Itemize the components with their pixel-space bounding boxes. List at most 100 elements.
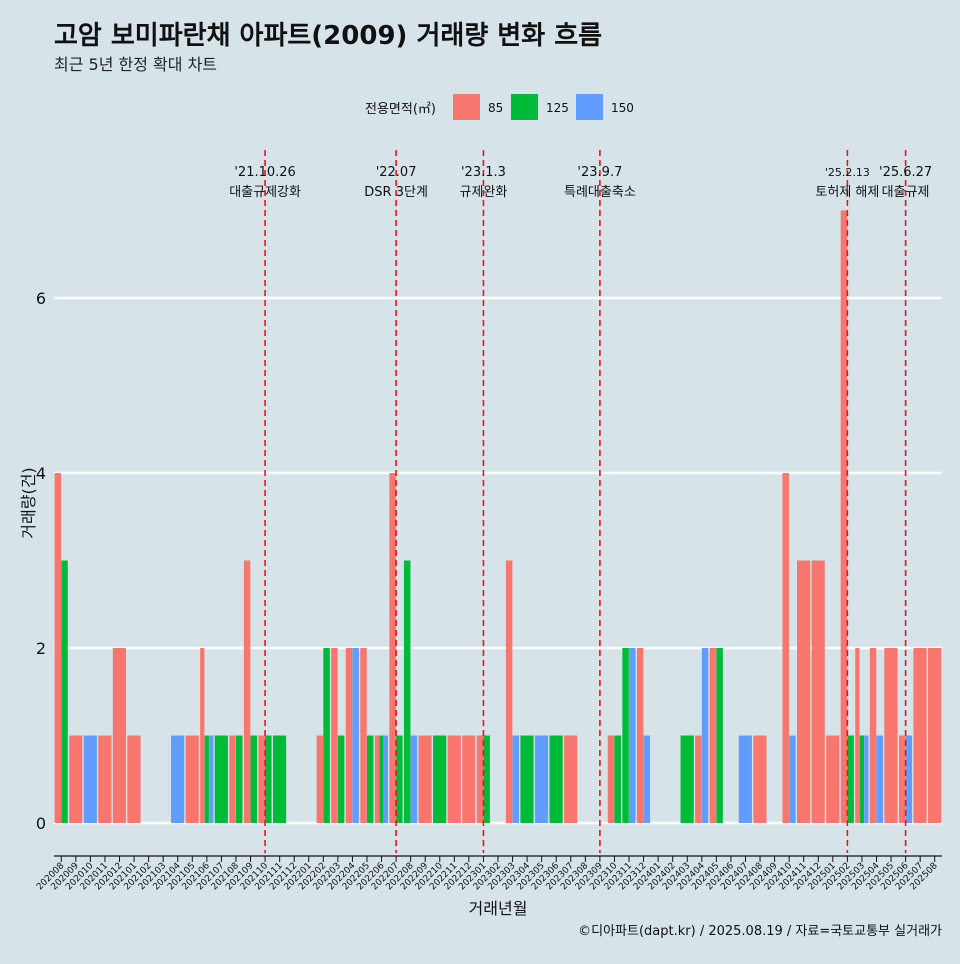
legend-label-125: 125	[546, 101, 569, 115]
bar-202109-125	[250, 735, 258, 823]
bar-202106-125	[204, 735, 209, 823]
bar-202307-85	[564, 735, 578, 823]
bar-202108-125	[235, 735, 243, 823]
event-date-1: '22.07	[376, 165, 417, 180]
bar-202012-85	[112, 648, 127, 823]
bar-202010-150	[83, 735, 97, 823]
bar-202211-85	[447, 735, 461, 823]
bar-202008-85	[54, 473, 62, 823]
bar-202404-85	[695, 735, 702, 823]
chart-title: 고암 보미파란채 아파트(2009) 거래량 변화 흐름	[54, 21, 602, 51]
bar-202502-85	[840, 210, 848, 823]
bar-202506-150	[905, 735, 913, 823]
bar-202203-125	[337, 735, 345, 823]
y-tick-label: 0	[36, 814, 46, 833]
event-label-0: 대출규제강화	[229, 185, 301, 200]
bar-202101-85	[127, 735, 141, 823]
bar-202210-125	[433, 735, 447, 823]
x-axis: 2020082020092020102020112020122021012021…	[35, 855, 942, 892]
bar-202410-85	[782, 473, 789, 823]
bar-202111-125	[272, 735, 287, 823]
bar-202503-125	[859, 735, 864, 823]
bar-202311-150	[629, 648, 636, 823]
bar-202405-85	[709, 648, 717, 823]
y-tick-label: 6	[36, 289, 46, 308]
event-date-4: '25.2.13	[825, 166, 870, 179]
bar-202106-150	[209, 735, 214, 823]
bar-202207-125	[396, 735, 403, 823]
bar-202107-125	[214, 735, 228, 823]
bar-202202-85	[316, 735, 324, 823]
bar-202106-85	[200, 648, 205, 823]
bar-202407-150	[738, 735, 752, 823]
bar-202104-150	[171, 735, 185, 823]
bar-202109-85	[243, 560, 251, 823]
bar-202105-85	[185, 735, 199, 823]
bar-202405-125	[716, 648, 723, 823]
y-axis-label: 거래량(건)	[19, 467, 38, 538]
bar-202504-85	[869, 648, 877, 823]
legend-title: 전용면적(㎡)	[365, 102, 436, 117]
x-axis-label: 거래년월	[469, 899, 528, 918]
legend-swatch-85	[453, 94, 480, 120]
bar-202203-85	[331, 648, 338, 823]
y-tick-label: 2	[36, 639, 46, 658]
bar-202301-125	[483, 735, 490, 823]
bar-202412-85	[811, 560, 825, 823]
bar-202305-150	[534, 735, 549, 823]
bar-202306-125	[549, 735, 563, 823]
bar-202202-125	[323, 648, 330, 823]
event-label-1: DSR 3단계	[364, 185, 428, 200]
bar-202009-85	[69, 735, 83, 823]
bars	[54, 210, 942, 823]
legend: 전용면적(㎡) 85 125 150	[365, 94, 634, 120]
bar-202508-85	[928, 648, 942, 823]
bar-202204-150	[352, 648, 359, 823]
legend-label-150: 150	[611, 101, 634, 115]
event-date-0: '21.10.26	[234, 165, 295, 180]
legend-label-85: 85	[488, 101, 503, 115]
bar-202008-125	[61, 560, 68, 823]
bar-202507-85	[913, 648, 927, 823]
bar-202505-85	[884, 648, 898, 823]
bar-202410-150	[789, 735, 796, 823]
bar-202212-85	[462, 735, 476, 823]
event-date-5: '25.6.27	[879, 165, 932, 180]
bar-202206-150	[383, 735, 389, 823]
bar-202504-150	[876, 735, 883, 823]
bar-202207-85	[389, 473, 396, 823]
event-markers: '21.10.26 대출규제강화 '22.07 DSR 3단계 '23.1.3 규제완화 '…	[229, 150, 932, 853]
bar-202205-85	[360, 648, 367, 823]
bar-202310-125	[614, 735, 621, 823]
bar-202404-150	[701, 648, 709, 823]
event-label-2: 규제완화	[460, 185, 508, 200]
chart-caption: ©디아파트(dapt.kr) / 2025.08.19 / 자료=국토교통부 실…	[578, 924, 942, 939]
y-axis-ticks: 0 2 4 6	[36, 289, 46, 833]
bar-202312-85	[636, 648, 644, 823]
legend-swatch-150	[576, 94, 603, 120]
bar-202304-125	[520, 735, 534, 823]
event-label-5: 대출규제	[882, 185, 930, 200]
bar-202411-85	[797, 560, 811, 823]
y-tick-label: 4	[36, 464, 46, 483]
bar-202303-85	[505, 560, 513, 823]
bar-202408-85	[753, 735, 767, 823]
chart-subtitle: 최근 5년 한정 확대 차트	[54, 55, 217, 74]
bar-202209-85	[418, 735, 432, 823]
bar-202208-150	[410, 735, 418, 823]
bar-202301-85	[476, 735, 484, 823]
bar-202502-125	[847, 735, 854, 823]
bar-202206-125	[379, 735, 384, 823]
bar-202506-85	[898, 735, 906, 823]
bar-202303-150	[512, 735, 520, 823]
bar-202205-125	[366, 735, 374, 823]
bar-202503-85	[855, 648, 860, 823]
event-date-2: '23.1.3	[461, 165, 506, 180]
bar-202108-85	[229, 735, 236, 823]
bar-202110-85	[258, 735, 265, 823]
bar-202310-85	[607, 735, 615, 823]
bar-202208-125	[403, 560, 411, 823]
bar-202204-85	[345, 648, 353, 823]
